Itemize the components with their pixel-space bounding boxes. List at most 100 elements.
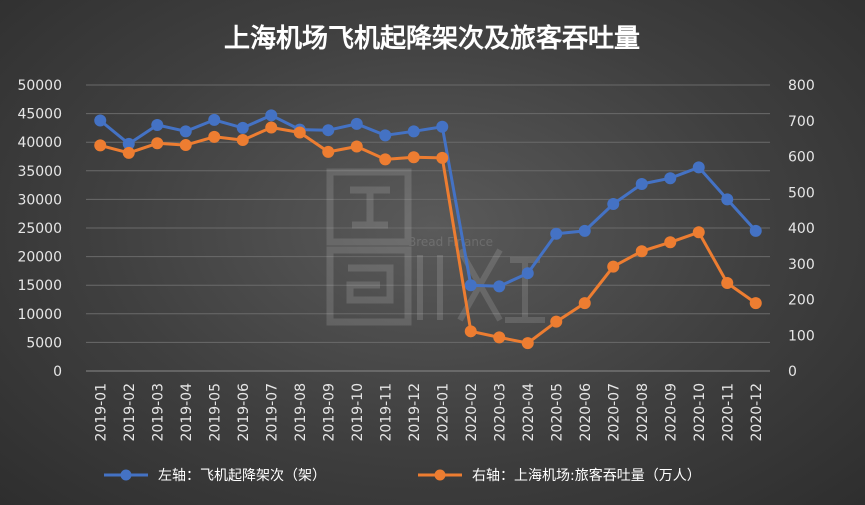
watermark-logo: Bread Finance bbox=[326, 168, 545, 326]
series-0-point[interactable] bbox=[208, 113, 221, 126]
y-left-tick-label: 5000 bbox=[26, 335, 62, 351]
x-tick-label: 2020-05 bbox=[549, 383, 565, 442]
series-0-point[interactable] bbox=[407, 125, 420, 138]
series-0-point[interactable] bbox=[550, 227, 563, 240]
y-right-tick-label: 0 bbox=[788, 364, 797, 380]
series-1-point[interactable] bbox=[350, 140, 363, 153]
chart-title: 上海机场飞机起降架次及旅客吞吐量 bbox=[224, 23, 640, 54]
series-0-point[interactable] bbox=[692, 161, 705, 174]
x-tick-label: 2019-10 bbox=[350, 383, 366, 442]
x-tick-label: 2019-08 bbox=[293, 383, 309, 442]
series-0-point[interactable] bbox=[122, 137, 135, 150]
series-0-point[interactable] bbox=[379, 129, 392, 142]
x-tick-label: 2020-10 bbox=[692, 383, 708, 442]
series-0-point[interactable] bbox=[578, 224, 591, 237]
legend-label-flights: 左轴：飞机起降架次（架） bbox=[158, 468, 326, 484]
series-1-point[interactable] bbox=[293, 126, 306, 139]
x-tick-label: 2019-06 bbox=[236, 383, 252, 442]
watermark-text: Bread Finance bbox=[408, 235, 493, 249]
series-1-point[interactable] bbox=[721, 277, 734, 290]
x-tick-label: 2020-04 bbox=[521, 383, 537, 442]
x-tick-label: 2019-07 bbox=[264, 383, 280, 442]
legend-item-passengers[interactable]: 右轴：上海机场:旅客吞吐量（万人） bbox=[418, 467, 701, 484]
series-1-point[interactable] bbox=[521, 337, 534, 350]
series-0-point[interactable] bbox=[664, 172, 677, 185]
y-left-tick-label: 25000 bbox=[17, 221, 62, 237]
series-1-point[interactable] bbox=[464, 325, 477, 338]
series-1-point[interactable] bbox=[436, 151, 449, 164]
x-tick-label: 2020-01 bbox=[435, 383, 451, 442]
x-axis: 2019-01 2019-02 2019-03 2019-04 2019-05 2019-… bbox=[86, 370, 770, 442]
legend-item-flights[interactable]: 左轴：飞机起降架次（架） bbox=[104, 468, 326, 484]
series-0-point[interactable] bbox=[436, 120, 449, 133]
series-1-point[interactable] bbox=[407, 151, 420, 164]
series-0-point[interactable] bbox=[350, 117, 363, 130]
series-0-point[interactable] bbox=[749, 224, 762, 237]
grid bbox=[86, 84, 770, 372]
series-0-point[interactable] bbox=[322, 124, 335, 137]
x-tick-label: 2019-09 bbox=[321, 383, 337, 442]
legend-label-passengers: 右轴：上海机场:旅客吞吐量（万人） bbox=[472, 467, 701, 484]
series-1-point[interactable] bbox=[550, 315, 563, 328]
series-1-point[interactable] bbox=[94, 139, 107, 152]
series-1-point[interactable] bbox=[122, 146, 135, 159]
y-right-tick-label: 200 bbox=[788, 293, 815, 309]
series-1-point[interactable] bbox=[664, 236, 677, 249]
x-tick-label: 2020-07 bbox=[606, 383, 622, 442]
x-tick-label: 2019-12 bbox=[407, 383, 423, 442]
x-tick-label: 2020-02 bbox=[464, 383, 480, 442]
y-left-tick-label: 0 bbox=[53, 364, 62, 380]
series-1-point[interactable] bbox=[265, 121, 278, 134]
x-tick-label: 2020-12 bbox=[749, 383, 765, 442]
series-0-point[interactable] bbox=[464, 279, 477, 292]
y-left-tick-label: 50000 bbox=[17, 78, 62, 94]
x-tick-label: 2020-06 bbox=[578, 383, 594, 442]
x-tick-label: 2019-01 bbox=[93, 383, 109, 442]
y-right-tick-label: 100 bbox=[788, 328, 815, 344]
series-1-point[interactable] bbox=[635, 245, 648, 258]
series-1-point[interactable] bbox=[208, 130, 221, 143]
series-0-point[interactable] bbox=[635, 177, 648, 190]
series-1-point[interactable] bbox=[179, 139, 192, 152]
y-right-tick-label: 300 bbox=[788, 257, 815, 273]
legend: 左轴：飞机起降架次（架） 右轴：上海机场:旅客吞吐量（万人） bbox=[104, 467, 701, 484]
series-0-point[interactable] bbox=[493, 280, 506, 293]
series-1-point[interactable] bbox=[749, 297, 762, 310]
y-left-tick-label: 30000 bbox=[17, 192, 62, 208]
series-0-point[interactable] bbox=[721, 193, 734, 206]
x-tick-label: 2019-04 bbox=[179, 383, 195, 442]
series-1-point[interactable] bbox=[379, 153, 392, 166]
series-1-point[interactable] bbox=[322, 145, 335, 158]
y-right-tick-label: 700 bbox=[788, 114, 815, 130]
series-0-point[interactable] bbox=[236, 121, 249, 134]
series-layer bbox=[94, 109, 762, 350]
y-axis-right: 0 100 200 300 400 500 600 700 800 bbox=[788, 78, 815, 380]
x-tick-label: 2020-09 bbox=[663, 383, 679, 442]
series-0-point[interactable] bbox=[265, 109, 278, 122]
series-1-point[interactable] bbox=[151, 137, 164, 150]
x-tick-label: 2019-02 bbox=[122, 383, 138, 442]
x-tick-label: 2020-08 bbox=[635, 383, 651, 442]
series-0-point[interactable] bbox=[179, 125, 192, 138]
series-1-point[interactable] bbox=[692, 226, 705, 239]
x-tick-label: 2019-11 bbox=[378, 383, 394, 442]
x-tick-label: 2019-03 bbox=[150, 383, 166, 442]
y-right-tick-label: 800 bbox=[788, 78, 815, 94]
series-1-point[interactable] bbox=[607, 260, 620, 273]
y-left-tick-label: 35000 bbox=[17, 164, 62, 180]
series-0-point[interactable] bbox=[94, 114, 107, 127]
y-right-tick-label: 600 bbox=[788, 150, 815, 166]
series-1-point[interactable] bbox=[236, 134, 249, 147]
y-left-tick-label: 10000 bbox=[17, 307, 62, 323]
y-right-tick-label: 400 bbox=[788, 221, 815, 237]
series-0-point[interactable] bbox=[521, 267, 534, 280]
series-0-point[interactable] bbox=[151, 119, 164, 132]
y-right-tick-label: 500 bbox=[788, 185, 815, 201]
y-left-tick-label: 20000 bbox=[17, 250, 62, 266]
y-left-tick-label: 45000 bbox=[17, 107, 62, 123]
series-1-point[interactable] bbox=[493, 331, 506, 344]
series-1-point[interactable] bbox=[578, 297, 591, 310]
series-0-point[interactable] bbox=[607, 197, 620, 210]
